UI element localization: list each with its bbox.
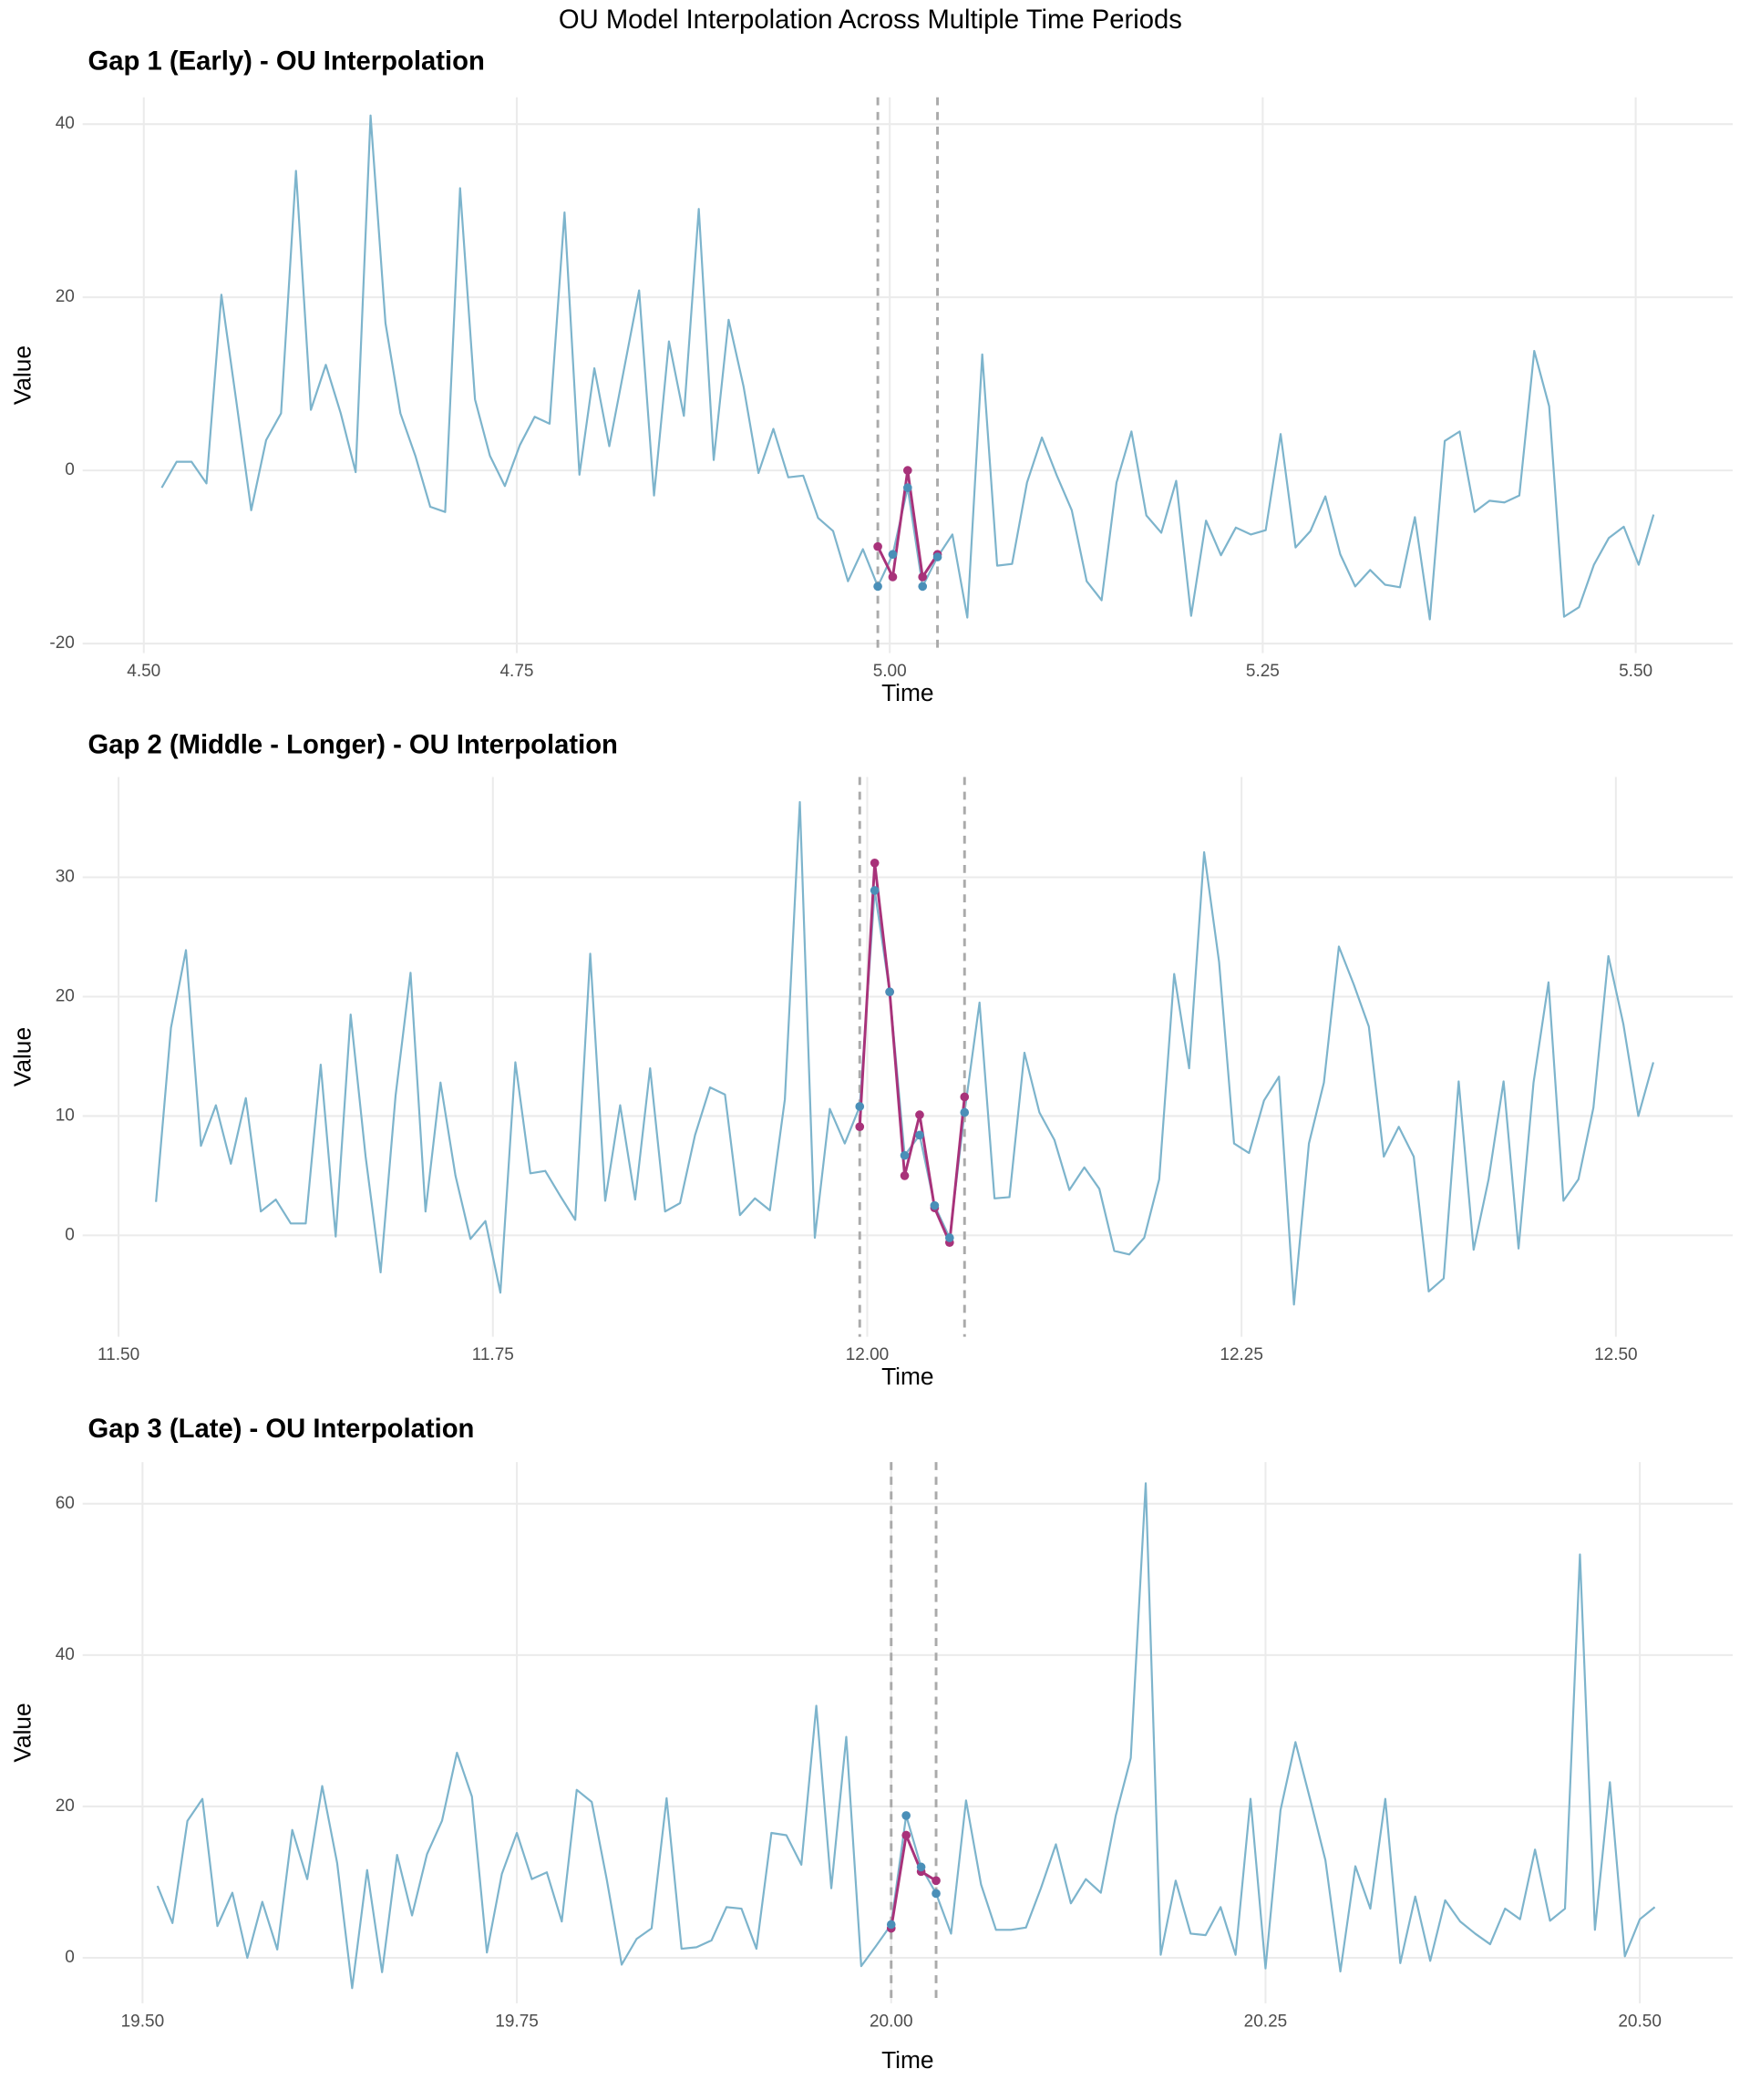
figure-body: OU Model Interpolation Across Multiple T… bbox=[8, 5, 1733, 2074]
interpolated-point bbox=[900, 1171, 910, 1180]
y-tick-label: 0 bbox=[65, 460, 75, 479]
panel-title: Gap 3 (Late) - OU Interpolation bbox=[88, 1415, 475, 1444]
y-axis-label: Value bbox=[8, 1027, 36, 1086]
interpolated-point bbox=[855, 1122, 865, 1132]
interpolated-point bbox=[870, 858, 880, 868]
x-tick-label: 20.00 bbox=[870, 2012, 913, 2031]
true-point bbox=[885, 987, 894, 997]
y-tick-label: 20 bbox=[56, 287, 75, 306]
y-tick-label: 40 bbox=[56, 114, 75, 133]
x-tick-label: 20.50 bbox=[1618, 2012, 1662, 2031]
x-tick-label: 5.25 bbox=[1246, 662, 1280, 681]
true-point bbox=[901, 1811, 911, 1820]
true-point bbox=[870, 886, 880, 895]
true-point bbox=[888, 550, 898, 560]
x-axis-label: Time bbox=[881, 2046, 934, 2074]
y-tick-label: 10 bbox=[56, 1106, 75, 1125]
panel: Gap 1 (Early) - OU Interpolation Time Valu… bbox=[8, 46, 1733, 706]
y-tick-label: 40 bbox=[56, 1645, 75, 1664]
x-tick-label: 4.50 bbox=[127, 662, 160, 681]
true-point bbox=[932, 1889, 941, 1899]
y-tick-label: 20 bbox=[56, 986, 75, 1005]
true-point bbox=[855, 1102, 865, 1111]
panel-title: Gap 1 (Early) - OU Interpolation bbox=[88, 46, 485, 76]
x-tick-label: 5.50 bbox=[1619, 662, 1652, 681]
true-point bbox=[916, 1862, 926, 1872]
true-point bbox=[960, 1107, 970, 1117]
observed-line bbox=[160, 114, 1655, 621]
interpolated-point bbox=[932, 1876, 941, 1886]
interpolated-point bbox=[915, 1110, 924, 1119]
true-point bbox=[886, 1920, 896, 1930]
y-tick-label: -20 bbox=[49, 633, 74, 653]
interpolated-point bbox=[903, 466, 912, 475]
interpolated-line bbox=[858, 861, 966, 1244]
x-tick-label: 11.50 bbox=[98, 1345, 139, 1364]
y-axis-label: Value bbox=[8, 1703, 36, 1762]
interpolated-line bbox=[890, 1834, 937, 1929]
figure-title: OU Model Interpolation Across Multiple T… bbox=[559, 5, 1182, 35]
y-tick-label: 30 bbox=[56, 868, 75, 887]
panel: Gap 3 (Late) - OU Interpolation Time Value… bbox=[8, 1415, 1733, 2074]
x-tick-label: 12.25 bbox=[1220, 1345, 1263, 1364]
x-tick-label: 19.75 bbox=[495, 2012, 539, 2031]
x-tick-label: 20.25 bbox=[1244, 2012, 1288, 2031]
y-axis-label: Value bbox=[8, 345, 36, 405]
true-point bbox=[873, 582, 882, 592]
observed-line bbox=[156, 1482, 1656, 1990]
y-tick-label: 20 bbox=[56, 1796, 75, 1816]
panel-title: Gap 2 (Middle - Longer) - OU Interpolati… bbox=[88, 731, 618, 760]
x-tick-label: 19.50 bbox=[121, 2012, 165, 2031]
true-point bbox=[900, 1150, 910, 1160]
interpolated-point bbox=[960, 1092, 970, 1102]
panel: Gap 2 (Middle - Longer) - OU Interpolati… bbox=[8, 731, 1733, 1390]
x-tick-label: 4.75 bbox=[499, 662, 533, 681]
interpolated-point bbox=[918, 572, 928, 582]
y-tick-label: 60 bbox=[56, 1494, 75, 1513]
x-tick-label: 12.50 bbox=[1594, 1345, 1638, 1364]
x-axis-label: Time bbox=[881, 679, 934, 706]
true-point bbox=[932, 552, 942, 561]
interpolated-point bbox=[888, 572, 898, 582]
true-point bbox=[930, 1200, 940, 1210]
true-point bbox=[918, 582, 928, 592]
true-point bbox=[944, 1233, 954, 1242]
true-point bbox=[903, 483, 912, 492]
x-tick-label: 5.00 bbox=[873, 662, 907, 681]
x-axis-label: Time bbox=[881, 1363, 934, 1390]
true-point bbox=[915, 1130, 924, 1140]
x-tick-label: 12.00 bbox=[846, 1345, 890, 1364]
y-tick-label: 0 bbox=[65, 1225, 75, 1244]
interpolated-point bbox=[901, 1830, 911, 1840]
interpolated-point bbox=[873, 541, 882, 551]
x-tick-label: 11.75 bbox=[472, 1345, 514, 1364]
y-tick-label: 0 bbox=[65, 1948, 75, 1967]
